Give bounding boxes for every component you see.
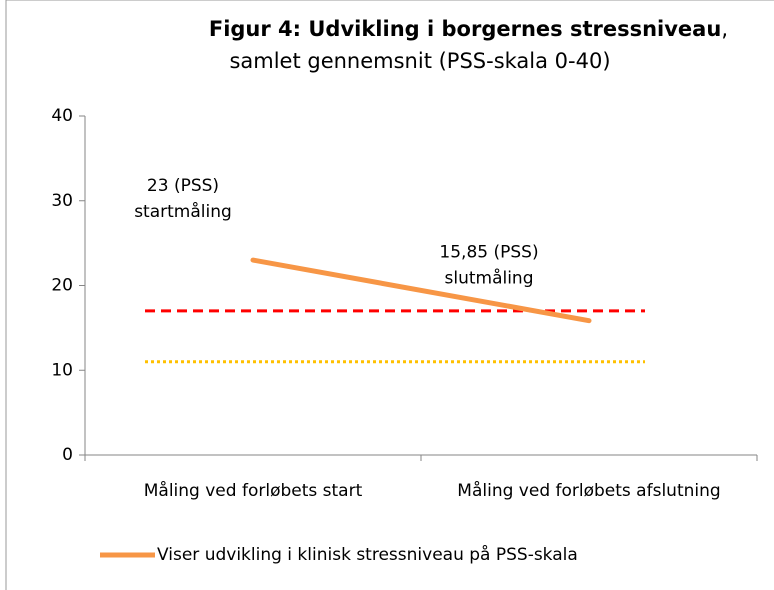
- chart-title: Figur 4: Udvikling i borgernes stressniv…: [209, 17, 721, 41]
- chart-frame: [5, 0, 774, 590]
- x-tick-label: Måling ved forløbets afslutning: [457, 480, 720, 501]
- annotation: slutmåling: [444, 268, 533, 289]
- title-punctuation: ,: [721, 17, 728, 41]
- y-tick-label: 20: [51, 276, 73, 296]
- chart-subtitle: samlet gennemsnit (PSS-skala 0-40): [229, 49, 610, 73]
- data-label: 23 (PSS): [147, 176, 219, 196]
- y-tick-label: 30: [51, 191, 73, 211]
- y-tick-label: 10: [51, 360, 73, 380]
- x-tick-label: Måling ved forløbets start: [144, 480, 363, 501]
- series-line: [250, 257, 592, 324]
- data-label: 15,85 (PSS): [439, 243, 538, 263]
- legend-label: Viser udvikling i klinisk stressniveau p…: [157, 544, 578, 565]
- annotation: startmåling: [134, 201, 232, 222]
- y-tick-label: 40: [51, 106, 73, 126]
- chart-title-group: Figur 4: Udvikling i borgernes stressniv…: [209, 17, 728, 41]
- y-tick-label: 0: [62, 445, 73, 465]
